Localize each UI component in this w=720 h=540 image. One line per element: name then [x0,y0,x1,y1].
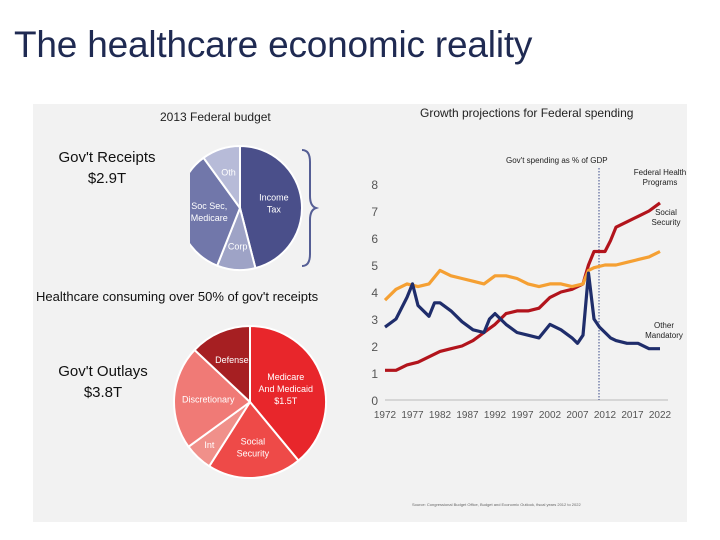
pie-slice-discretionary [173,348,252,449]
y-tick-label: 1 [371,367,378,381]
y-axis-label: Gov't spending as % of GDP [506,156,608,165]
series-line-other-mandatory [384,271,660,351]
outlays-value: $3.8T [83,384,123,401]
consuming-text: Healthcare consuming over 50% of gov't r… [36,289,319,304]
pie-label-medicare-and-medicaid: Medicare [267,372,304,382]
x-tick-label: 2022 [649,410,672,421]
y-tick-label: 7 [371,205,378,219]
pie-label-soc-sec-medicare: Soc Sec, [191,201,227,211]
pie-slice-medicare-and-medicaid [249,324,327,462]
pie-label-social-security: Social [241,437,266,447]
x-tick-label: 1972 [374,410,397,421]
x-tick-label: 1997 [511,410,534,421]
pie-label-medicare-and-medicaid: $1.5T [274,396,298,406]
pie-label-soc-sec-medicare: Medicare [191,213,228,223]
y-tick-label: 4 [371,286,378,300]
y-tick-label: 6 [371,232,378,246]
pie-slice-oth [202,144,241,212]
x-tick-label: 2017 [621,410,644,421]
receipts-title: Gov't Receipts [58,149,156,166]
slide-title: The healthcare economic reality [14,24,533,65]
series-line-federal-health-programs [385,201,661,372]
source-note: Source: Congressional Budget Office, Bud… [412,502,581,507]
budget-label: 2013 Federal budget [160,110,271,124]
pie-label-discretionary: Discretionary [182,394,235,404]
annotation-federal-health-programs: Programs [643,178,678,187]
y-tick-label: 2 [371,340,378,354]
outlays-label: Gov't Outlays $3.8T [48,361,158,403]
x-tick-label: 2007 [566,410,589,421]
pie-slice-defense [193,324,251,405]
pie-label-defense: Defense [215,355,249,365]
receipts-label: Gov't Receipts $2.9T [52,147,162,189]
annotation-federal-health-programs: Federal Health [634,168,686,177]
content-panel [33,104,687,522]
growth-label: Growth projections for Federal spending [420,106,634,120]
outlays-pie: Medicare And Medicaid $1.5T Social Security I… [173,324,327,479]
annotation-other-mandatory: Other [654,321,674,330]
pie-slice-soc-sec-medicare [190,156,242,267]
x-tick-label: 1987 [456,410,479,421]
pie-slice-income-tax [239,144,303,270]
receipts-brace [301,149,320,267]
pie-label-income-tax: Income [259,193,289,203]
annotation-social-security: Security [652,218,681,227]
x-tick-label: 2012 [594,410,617,421]
pie-label-social-security: Security [237,449,270,459]
pie-label-medicare-and-medicaid: And Medicaid [258,384,313,394]
x-tick-label: 1977 [401,410,424,421]
annotation-social-security: Social [655,208,677,217]
annotation-other-mandatory: Mandatory [645,331,683,340]
series-line-social-security [383,250,661,302]
x-tick-label: 1992 [484,410,507,421]
pie-label-income-tax: Tax [267,205,282,215]
pie-label-oth: Oth [221,168,236,178]
x-tick-label: 2002 [539,410,562,421]
outlays-title: Gov't Outlays [58,363,148,380]
y-tick-label: 5 [371,259,378,273]
y-tick-label: 3 [371,313,378,327]
x-tick-label: 1982 [429,410,452,421]
receipts-value: $2.9T [87,170,127,187]
y-tick-label: 0 [371,394,378,408]
y-tick-label: 8 [371,178,378,192]
pie-label-corp: Corp [228,241,248,251]
receipts-pie: Income Tax Corp Soc Sec, Medicare Oth [190,144,320,271]
pie-slice-social-security [207,400,300,479]
pie-label-int: Int [204,440,215,450]
